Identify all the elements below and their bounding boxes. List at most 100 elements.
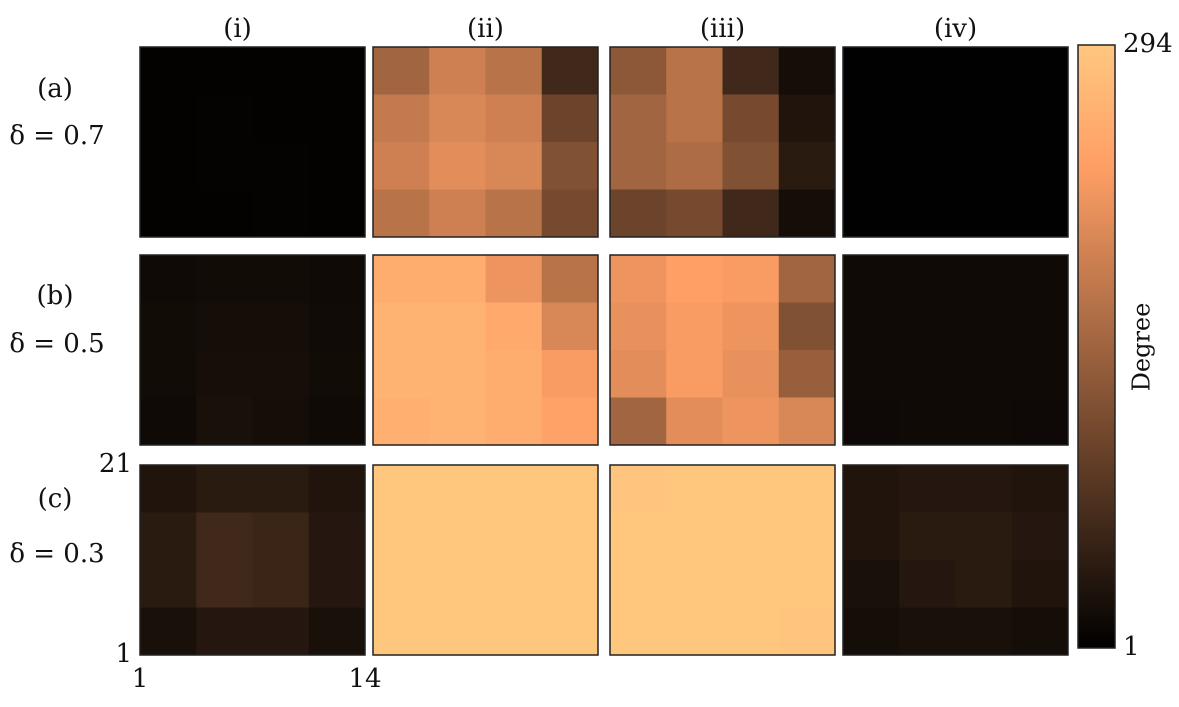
heatmap-cell [140,255,197,303]
heatmap-cell [196,94,253,143]
heatmap-cell [140,189,197,238]
heatmap-cell [899,512,956,561]
heatmap-cell [610,255,667,303]
heatmap-cell [666,607,723,656]
heatmap-cell [541,142,599,190]
heatmap-cell [778,142,836,190]
heatmap-cell [373,255,430,303]
column-label: (ii) [467,14,504,44]
panel-border [372,254,599,446]
heatmap-cell [485,302,543,351]
heatmap-cell [1011,607,1069,656]
heatmap-cell [308,302,366,351]
heatmap-cell [252,350,310,398]
heatmap-cell [610,302,667,351]
panel-border [842,46,1069,238]
column-label: (iii) [700,14,745,44]
heatmap-cell [541,350,599,398]
heatmap-cell [429,397,486,446]
heatmap-cell [843,94,900,143]
heatmap-cell [196,465,253,513]
heatmap-cell [429,142,486,190]
heatmap-cell [899,189,956,238]
heatmap-cell [666,94,723,143]
heatmap-panel [139,464,366,656]
heatmap-cell [429,189,486,238]
heatmap-cell [252,607,310,656]
heatmap-cell [373,607,430,656]
heatmap-cell [843,465,900,513]
heatmap-cell [1011,465,1069,513]
heatmap-panel [842,46,1069,238]
heatmap-cell [899,350,956,398]
heatmap-cell [485,350,543,398]
heatmap-cell [722,560,780,608]
y-tick-label: 1 [115,639,132,669]
heatmap-cell [196,350,253,398]
heatmap-cell [899,255,956,303]
heatmap-cell [955,512,1013,561]
heatmap-cell [373,465,430,513]
heatmap-cell [778,512,836,561]
heatmap-cell [899,142,956,190]
row-label: (b) [37,281,74,311]
heatmap-cell [373,302,430,351]
heatmap-cell [485,47,543,95]
heatmap-cell [722,350,780,398]
heatmap-cell [252,512,310,561]
heatmap-cell [722,142,780,190]
heatmap-panel [609,464,836,656]
heatmap-cell [1011,560,1069,608]
heatmap-cell [666,397,723,446]
heatmap-cell [373,397,430,446]
heatmap-cell [955,94,1013,143]
heatmap-cell [666,560,723,608]
delta-label: δ = 0.7 [9,121,104,151]
heatmap-cell [308,512,366,561]
heatmap-cell [778,350,836,398]
heatmap-cell [485,465,543,513]
heatmap-cell [485,189,543,238]
heatmap-cell [843,47,900,95]
heatmap-cell [843,607,900,656]
heatmap-cell [140,397,197,446]
heatmap-cell [485,607,543,656]
heatmap-cell [666,47,723,95]
panel-border [842,464,1069,656]
heatmap-cell [722,255,780,303]
heatmap-panel [609,254,836,446]
x-tick-label: 14 [348,664,381,694]
heatmap-cell [1011,94,1069,143]
heatmap-cell [429,255,486,303]
heatmap-cell [778,47,836,95]
heatmap-cell [955,607,1013,656]
heatmap-cell [843,397,900,446]
heatmap-cell [610,142,667,190]
heatmap-panel [609,46,836,238]
heatmap-cell [252,142,310,190]
panel-border [139,254,366,446]
heatmap-cell [666,512,723,561]
heatmap-cell [666,350,723,398]
heatmap-cell [610,350,667,398]
heatmap-cell [140,47,197,95]
heatmap-cell [955,47,1013,95]
heatmap-cell [899,302,956,351]
heatmap-cell [429,465,486,513]
heatmap-cell [899,94,956,143]
heatmap-cell [308,94,366,143]
panel-border [842,254,1069,446]
heatmap-cell [610,560,667,608]
heatmap-cell [541,47,599,95]
heatmap-cell [429,94,486,143]
heatmap-cell [252,94,310,143]
heatmap-cell [485,255,543,303]
heatmap-cell [778,465,836,513]
heatmap-cell [140,465,197,513]
heatmap-panel [372,254,599,446]
heatmap-cell [610,465,667,513]
heatmap-cell [485,397,543,446]
heatmap-cell [722,302,780,351]
heatmap-cell [196,302,253,351]
